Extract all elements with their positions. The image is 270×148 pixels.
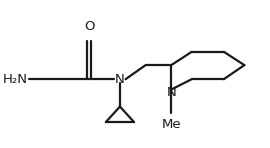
Text: N: N: [115, 73, 125, 86]
Text: O: O: [84, 20, 94, 33]
Text: H₂N: H₂N: [3, 73, 28, 86]
Text: N: N: [166, 86, 176, 99]
Text: Me: Me: [161, 118, 181, 131]
